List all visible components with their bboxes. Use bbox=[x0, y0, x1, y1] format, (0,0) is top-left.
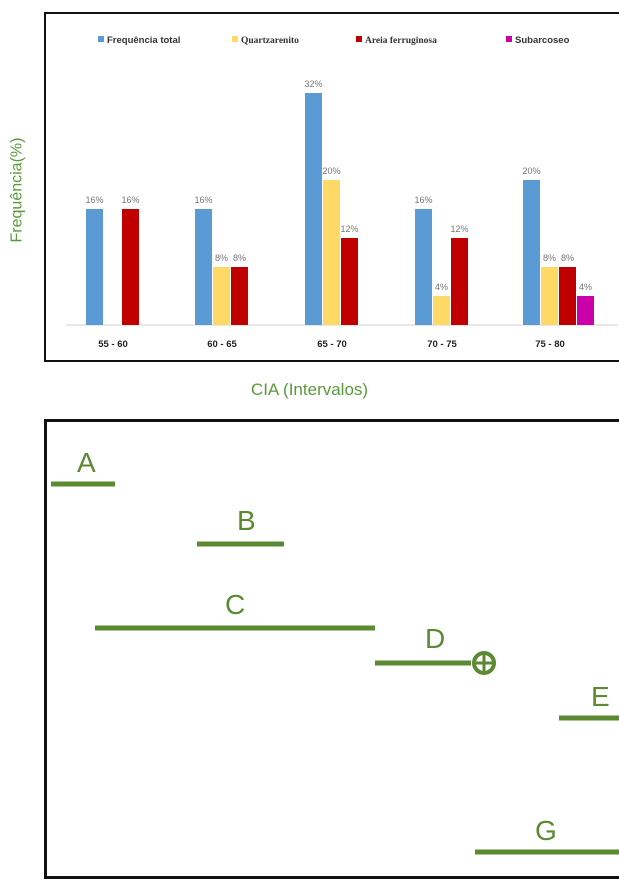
range-diagram-frame: A B C D E G bbox=[44, 419, 619, 879]
bar-chart: Frequência total Quartzarenito Areia ferru… bbox=[66, 35, 618, 350]
bar-frequência-total-3 bbox=[305, 93, 322, 325]
value-label: 20% bbox=[322, 166, 340, 176]
bar-areia-ferruginosa-5 bbox=[559, 267, 576, 325]
legend-swatch bbox=[98, 36, 104, 42]
value-label: 16% bbox=[121, 195, 139, 205]
y-axis-label-container: Frequência(%) bbox=[2, 90, 32, 290]
value-label: 12% bbox=[340, 224, 358, 234]
x-tick-label: 70 - 75 bbox=[427, 339, 457, 350]
value-labels: 16% 16% 16% 8% 8% 32% 20% 12% 16% 4% 12% 20% 8% 8% 4% bbox=[85, 79, 592, 292]
x-tick-label: 75 - 80 bbox=[535, 339, 565, 350]
range-label-g: G bbox=[535, 815, 557, 846]
x-tick-labels: 55 - 60 60 - 65 65 - 70 70 - 75 75 - 80 bbox=[98, 339, 565, 350]
bar-quartzarenito-2 bbox=[213, 267, 230, 325]
bar-areia-ferruginosa-3 bbox=[341, 238, 358, 325]
value-label: 8% bbox=[215, 253, 228, 263]
bar-areia-ferruginosa-2 bbox=[231, 267, 248, 325]
value-label: 20% bbox=[522, 166, 540, 176]
legend: Frequência total Quartzarenito Areia ferru… bbox=[98, 35, 570, 46]
value-label: 4% bbox=[435, 282, 448, 292]
range-label-d: D bbox=[425, 623, 445, 654]
legend-entry: Areia ferruginosa bbox=[365, 36, 437, 46]
bar-quartzarenito-3 bbox=[323, 180, 340, 325]
bar-areia-ferruginosa-4 bbox=[451, 238, 468, 325]
bars bbox=[86, 93, 594, 325]
bar-frequência-total-1 bbox=[86, 209, 103, 325]
chart-frame: Frequência total Quartzarenito Areia ferru… bbox=[44, 12, 619, 362]
x-tick-label: 65 - 70 bbox=[317, 339, 347, 350]
range-diagram: A B C D E G bbox=[51, 447, 619, 855]
legend-entry: Subarcoseo bbox=[515, 35, 570, 46]
range-label-c: C bbox=[225, 589, 245, 620]
bar-quartzarenito-4 bbox=[433, 296, 450, 325]
value-label: 32% bbox=[304, 79, 322, 89]
range-label-b: B bbox=[237, 505, 256, 536]
value-label: 8% bbox=[561, 253, 574, 263]
legend-swatch bbox=[356, 36, 362, 42]
bar-frequência-total-5 bbox=[523, 180, 540, 325]
legend-entry: Quartzarenito bbox=[241, 36, 299, 46]
value-label: 16% bbox=[85, 195, 103, 205]
legend-entry: Frequência total bbox=[107, 35, 180, 46]
value-label: 16% bbox=[414, 195, 432, 205]
bar-frequência-total-2 bbox=[195, 209, 212, 325]
bar-frequência-total-4 bbox=[415, 209, 432, 325]
value-label: 16% bbox=[194, 195, 212, 205]
range-label-e: E bbox=[591, 681, 610, 712]
x-axis-label: CIA (Intervalos) bbox=[250, 380, 369, 399]
bar-quartzarenito-5 bbox=[541, 267, 558, 325]
bar-areia-ferruginosa-1 bbox=[122, 209, 139, 325]
range-label-a: A bbox=[77, 447, 96, 478]
x-tick-label: 55 - 60 bbox=[98, 339, 128, 350]
value-label: 4% bbox=[579, 282, 592, 292]
value-label: 8% bbox=[233, 253, 246, 263]
x-tick-label: 60 - 65 bbox=[207, 339, 237, 350]
legend-swatch bbox=[506, 36, 512, 42]
value-label: 12% bbox=[450, 224, 468, 234]
bar-subarcoseo-5 bbox=[577, 296, 594, 325]
value-label: 8% bbox=[543, 253, 556, 263]
legend-swatch bbox=[232, 36, 238, 42]
y-axis-label: Frequência(%) bbox=[8, 137, 25, 243]
crosshair-circle-icon bbox=[472, 651, 496, 675]
